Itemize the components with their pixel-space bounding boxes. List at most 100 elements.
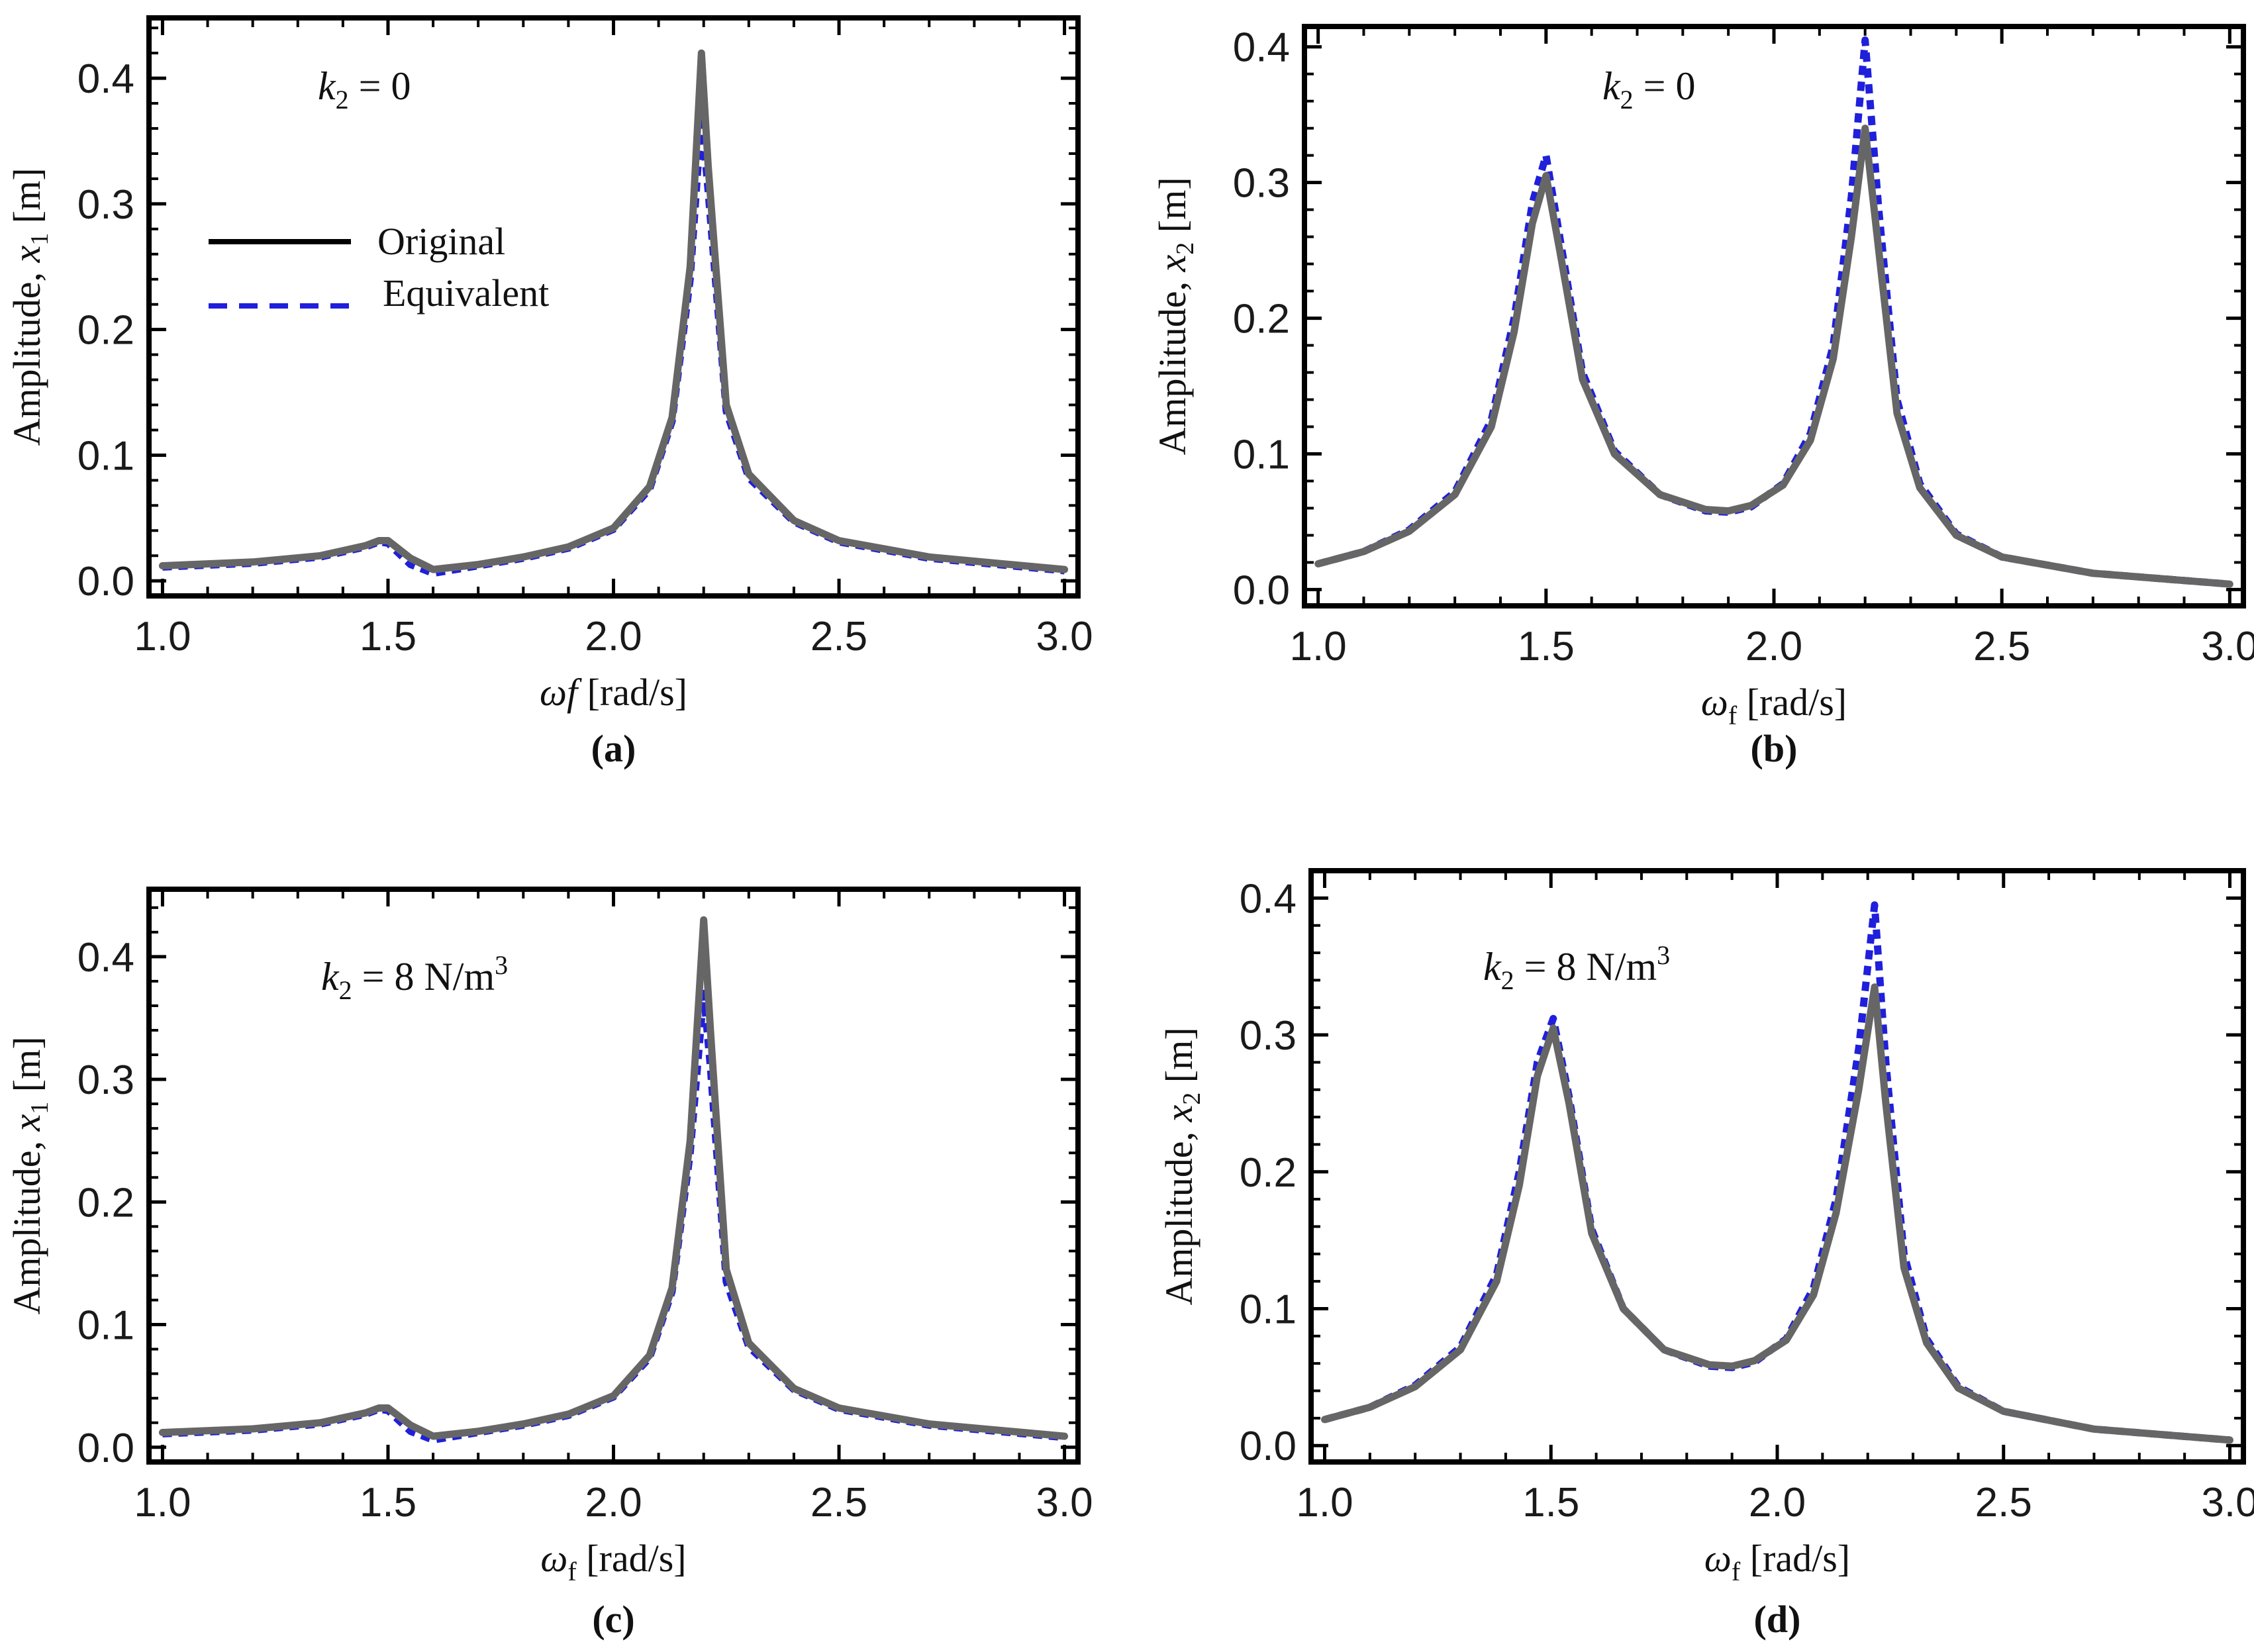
series-equivalent-line <box>1324 901 2230 1444</box>
annotation-rest: = 8 N/m <box>352 955 495 998</box>
xlabel-unit: [rad/s] <box>1737 681 1847 724</box>
y-tick-label: 0.1 <box>1240 1287 1297 1332</box>
xlabel-unit: [rad/s] <box>577 671 687 714</box>
y-axis-label: Amplitude, x2 [m] <box>1157 1027 1206 1305</box>
y-tick-label: 0.2 <box>1233 297 1290 342</box>
ylabel-sub: 2 <box>1178 1093 1206 1105</box>
series-original-line <box>158 49 1069 573</box>
annotation-rest: = 0 <box>349 64 411 108</box>
x-tick-label: 2.0 <box>585 614 642 659</box>
legend-original-label: Original <box>377 220 505 263</box>
x-tick-label: 1.0 <box>134 1480 191 1526</box>
plot-frame <box>146 887 1081 1465</box>
ylabel-var: x <box>5 245 48 263</box>
y-tick-label: 0.4 <box>1240 876 1297 922</box>
ylabel-sub: 1 <box>26 233 54 246</box>
x-tick-label: 1.5 <box>1518 624 1575 669</box>
x-tick-label: 1.0 <box>1296 1480 1353 1526</box>
x-tick-label: 2.5 <box>810 1480 867 1526</box>
ylabel-prefix: Amplitude, <box>5 262 48 446</box>
annotation-rest: = 0 <box>1634 64 1696 108</box>
x-tick-label: 1.0 <box>134 614 191 659</box>
series-equivalent-line <box>162 112 1065 577</box>
ylabel-var: x <box>1151 254 1194 272</box>
x-tick-label: 1.5 <box>360 1480 416 1526</box>
ylabel-unit: [m] <box>1157 1027 1200 1092</box>
ylabel-sub: 1 <box>26 1102 54 1114</box>
plot-frame <box>146 15 1081 599</box>
legend-equivalent-label: Equivalent <box>383 271 549 315</box>
xlabel-sub: f <box>1732 1557 1741 1586</box>
ylabel-unit: [m] <box>5 1036 48 1101</box>
x-axis-label: ωf [rad/s] <box>540 1537 686 1586</box>
xlabel-var: ω <box>1701 681 1728 724</box>
ylabel-sub: 2 <box>1171 242 1199 255</box>
series-original-line <box>158 916 1069 1440</box>
x-tick-label: 2.5 <box>810 614 867 659</box>
annotation-sub: 2 <box>1620 85 1634 115</box>
plot-frame <box>1302 24 2246 608</box>
y-tick-label: 0.1 <box>1233 432 1290 477</box>
annotation-var: k <box>1483 945 1502 989</box>
x-tick-label: 3.0 <box>2201 624 2254 669</box>
xlabel-sub: f <box>567 1557 577 1586</box>
xlabel-var: ω <box>1704 1537 1732 1580</box>
x-tick-label: 2.5 <box>1975 1480 2032 1526</box>
y-tick-label: 0.2 <box>77 1180 134 1226</box>
panel-a: 1.0 1.5 2.0 2.5 3.0 0.0 0.1 0.2 0.3 0.4 k2 = 0 Ampl… <box>5 15 1093 770</box>
y-axis-label: Amplitude, x1 [m] <box>5 1036 54 1314</box>
panel-label: (d) <box>1754 1598 1801 1641</box>
series-original-line <box>1321 983 2233 1444</box>
ylabel-unit: [m] <box>1151 177 1194 242</box>
annotation-sup: 3 <box>1657 940 1670 970</box>
ylabel-var: x <box>1157 1104 1200 1122</box>
y-tick-label: 0.0 <box>1233 567 1290 613</box>
series-equivalent-line <box>1317 36 2230 588</box>
y-tick-label: 0.0 <box>77 559 134 605</box>
annotation-sup: 3 <box>495 950 508 980</box>
y-tick-label: 0.4 <box>1233 25 1290 71</box>
y-tick-label: 0.3 <box>77 1057 134 1103</box>
x-axis-label: ωf [rad/s] <box>540 671 687 714</box>
panel-c: 1.0 1.5 2.0 2.5 3.0 0.0 0.1 0.2 0.3 0.4 k2 = 8 N/m… <box>5 887 1093 1641</box>
series-equivalent-line <box>162 989 1065 1444</box>
panel-label: (c) <box>592 1598 634 1641</box>
ylabel-unit: [m] <box>5 168 48 232</box>
annotation-var: k <box>318 64 336 108</box>
x-tick-label: 2.0 <box>1745 624 1802 669</box>
x-tick-label: 2.0 <box>585 1480 642 1526</box>
y-tick-label: 0.2 <box>77 308 134 354</box>
y-axis-label: Amplitude, x1 [m] <box>5 168 54 446</box>
panel-label: (a) <box>591 727 636 770</box>
panel-label: (b) <box>1751 727 1798 770</box>
x-tick-label: 1.5 <box>360 614 416 659</box>
ylabel-prefix: Amplitude, <box>1151 271 1194 455</box>
ylabel-prefix: Amplitude, <box>5 1131 48 1314</box>
x-tick-label: 3.0 <box>1036 614 1093 659</box>
y-tick-label: 0.1 <box>77 433 134 479</box>
x-tick-label: 3.0 <box>2201 1480 2254 1526</box>
legend: Original Equivalent <box>209 220 549 315</box>
y-tick-label: 0.1 <box>77 1303 134 1349</box>
x-axis-label: ωf [rad/s] <box>1701 681 1847 730</box>
annotation-rest: = 8 N/m <box>1514 945 1657 989</box>
ylabel-prefix: Amplitude, <box>1157 1122 1200 1305</box>
annotation-sub: 2 <box>1501 965 1514 995</box>
annotation-k2: k2 = 8 N/m3 <box>1483 940 1670 995</box>
xlabel-sub: f <box>1728 701 1738 730</box>
xlabel-unit: [rad/s] <box>1740 1537 1850 1580</box>
panel-b: 1.0 1.5 2.0 2.5 3.00.00.10.20.30.4k2 = 0Ampl… <box>1151 24 2254 770</box>
annotation-k2: k2 = 0 <box>1602 64 1695 115</box>
x-axis-label: ωf [rad/s] <box>1704 1537 1850 1586</box>
series-original-line <box>1314 124 2233 588</box>
x-tick-label: 2.5 <box>1973 624 2030 669</box>
annotation-var: k <box>1602 64 1621 108</box>
annotation-var: k <box>321 955 340 998</box>
y-tick-label: 0.0 <box>77 1426 134 1471</box>
annotation-sub: 2 <box>339 975 352 1005</box>
y-tick-label: 0.4 <box>77 935 134 981</box>
y-tick-label: 0.4 <box>77 56 134 102</box>
xlabel-unit: [rad/s] <box>577 1537 687 1580</box>
x-tick-label: 2.0 <box>1749 1480 1806 1526</box>
